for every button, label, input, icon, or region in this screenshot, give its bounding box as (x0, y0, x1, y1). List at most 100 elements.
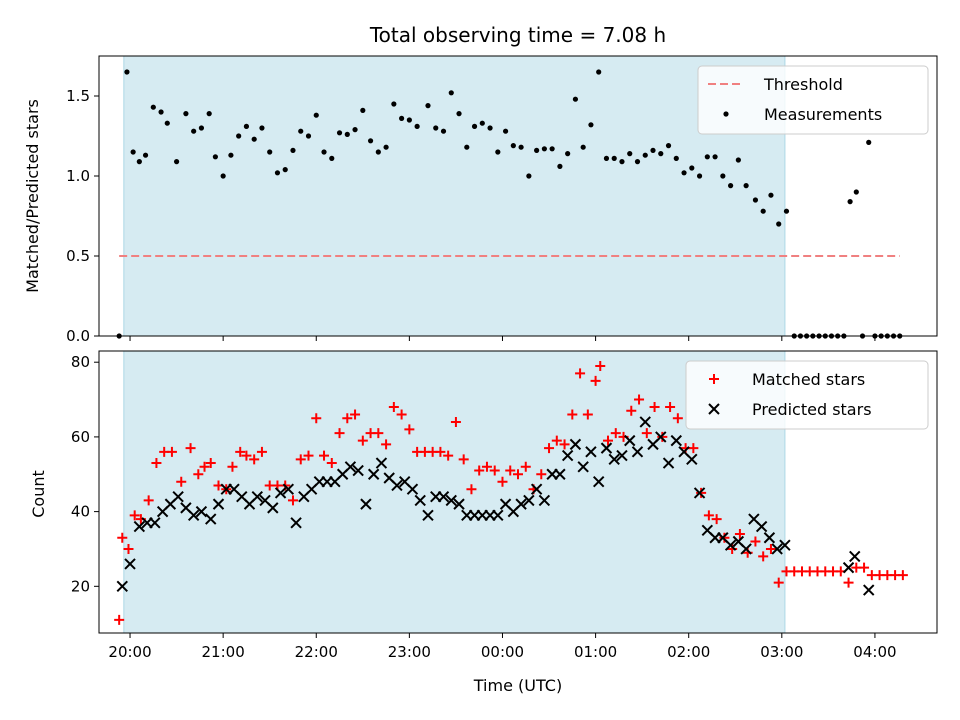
data-point (641, 428, 652, 439)
data-point (551, 435, 562, 446)
data-point (523, 494, 535, 507)
x-tick-label: 03:00 (760, 643, 803, 661)
data-point (596, 69, 602, 75)
data-point (396, 409, 407, 420)
data-point (585, 446, 597, 458)
data-point (859, 562, 870, 573)
data-point (185, 443, 196, 454)
data-point (143, 495, 154, 506)
data-point (195, 505, 208, 518)
data-point (114, 614, 125, 625)
data-point (212, 154, 218, 160)
data-point (422, 509, 434, 522)
data-point (541, 146, 547, 152)
data-point (492, 509, 504, 522)
data-point (530, 483, 543, 495)
data-point (639, 416, 651, 428)
data-point (251, 136, 257, 142)
data-point (267, 502, 279, 514)
data-point (557, 163, 563, 169)
data-point (435, 446, 446, 457)
legend-label: Measurements (764, 105, 882, 124)
x-tick-label: 00:00 (481, 643, 524, 661)
data-point (608, 453, 620, 466)
data-point (329, 155, 335, 161)
data-point (495, 149, 501, 155)
data-point (735, 157, 741, 163)
data-point (703, 510, 714, 521)
data-point (776, 221, 782, 227)
data-point (117, 532, 128, 543)
data-point (406, 117, 412, 123)
data-point (243, 123, 250, 129)
data-point (466, 484, 477, 495)
data-point (711, 514, 722, 525)
data-point (849, 550, 861, 563)
data-point (497, 476, 508, 487)
data-point (471, 123, 478, 129)
data-point (561, 449, 574, 462)
data-point (657, 431, 668, 442)
data-point (414, 494, 426, 507)
data-point (536, 469, 547, 480)
data-point (575, 368, 586, 379)
series-predicted-stars (116, 416, 875, 596)
data-point (696, 173, 703, 179)
data-point (448, 90, 454, 96)
data-point (569, 438, 582, 451)
data-point (549, 146, 555, 152)
data-point (724, 539, 737, 551)
data-point (760, 208, 766, 214)
data-point (151, 458, 162, 469)
data-point (391, 101, 397, 107)
data-point (133, 520, 146, 533)
data-point (450, 416, 461, 427)
data-point (305, 133, 312, 139)
data-point (282, 167, 288, 173)
data-point (381, 439, 392, 450)
data-point (688, 443, 699, 454)
data-point (600, 442, 613, 454)
data-point (116, 580, 128, 593)
data-point (383, 144, 389, 150)
data-point (610, 428, 621, 439)
data-point (520, 461, 531, 472)
data-point (458, 454, 469, 465)
legend-marker (723, 111, 729, 117)
data-point (357, 435, 368, 446)
data-point (526, 173, 532, 179)
data-point (728, 183, 734, 189)
data-point (367, 468, 380, 480)
data-point (124, 558, 136, 570)
data-point (611, 155, 617, 161)
data-point (367, 138, 374, 144)
data-point (414, 123, 420, 129)
data-point (236, 133, 242, 139)
data-point (649, 402, 660, 413)
data-point (670, 434, 682, 447)
data-point (518, 144, 524, 150)
observing-window-shade (123, 55, 786, 337)
data-point (513, 469, 523, 480)
y-tick-label: 0.0 (66, 327, 90, 345)
data-point (183, 111, 189, 117)
data-point (481, 461, 492, 472)
data-point (130, 149, 136, 155)
y-tick-label: 1.5 (66, 87, 90, 105)
data-point (360, 107, 366, 113)
data-point (704, 154, 710, 160)
data-point (352, 127, 358, 133)
data-point (164, 120, 170, 126)
legend: Threshold Measurements (697, 65, 929, 135)
data-point (313, 112, 319, 118)
data-point (437, 490, 450, 503)
data-point (665, 402, 676, 413)
data-point (205, 513, 217, 525)
data-point (445, 494, 457, 507)
data-point (388, 402, 399, 413)
data-point (404, 424, 415, 435)
data-point (693, 487, 706, 499)
data-point (256, 446, 267, 457)
data-point (662, 457, 675, 469)
data-point (287, 495, 298, 506)
